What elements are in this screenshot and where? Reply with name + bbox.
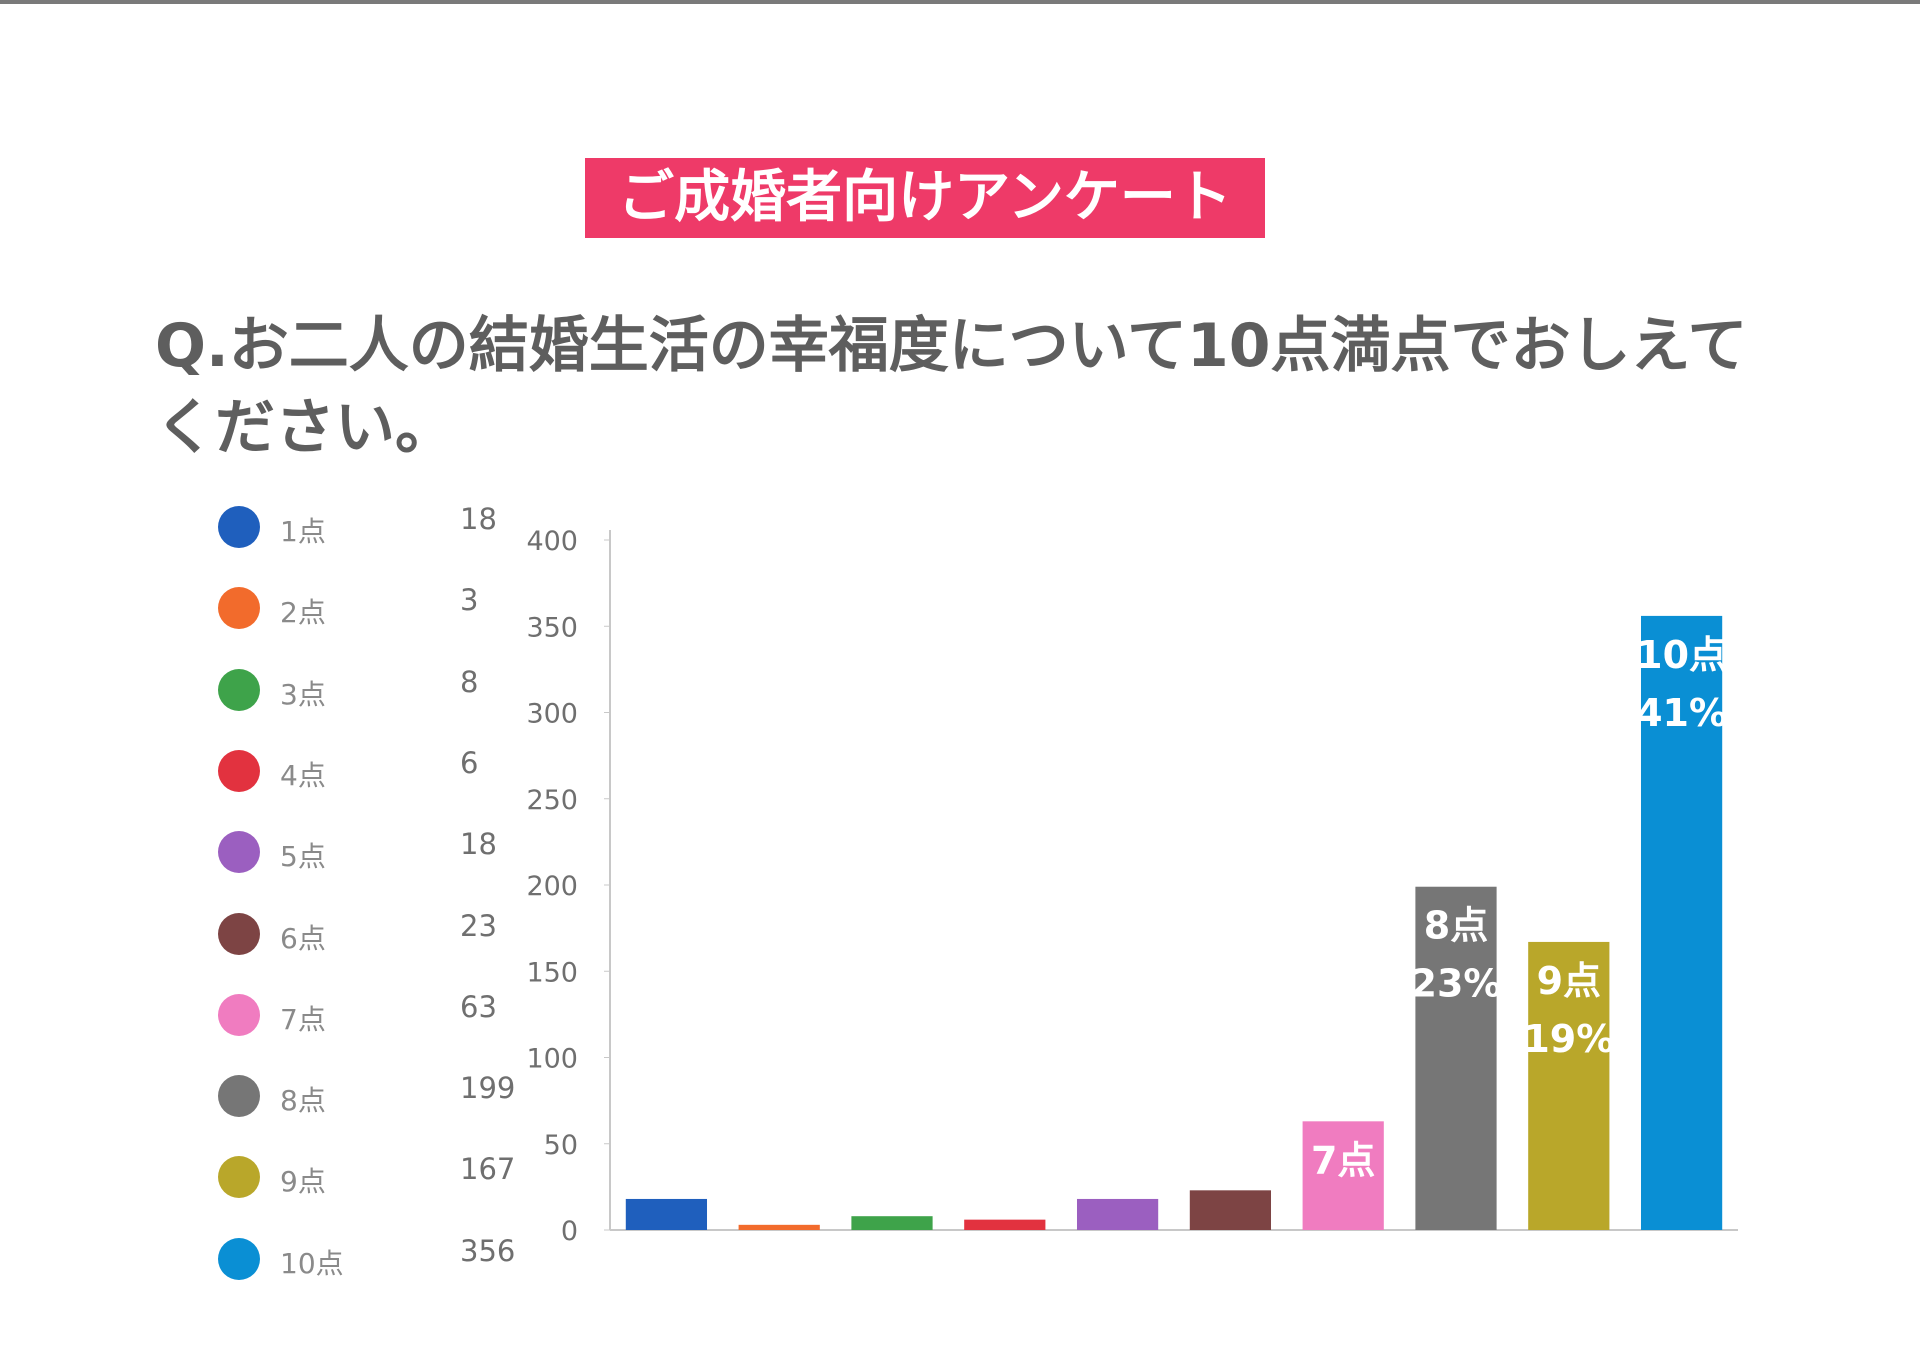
bar xyxy=(1415,886,1497,1230)
y-tick-label: 0 xyxy=(561,1216,578,1247)
legend-label: 3点 xyxy=(280,677,326,711)
legend-color-dot-icon xyxy=(218,587,260,630)
bar-data-label: 9点 xyxy=(1537,959,1601,1003)
legend-color-dot-icon xyxy=(218,1156,260,1199)
bar xyxy=(964,1219,1046,1230)
legend: 1点 18 2点 3 3点 8 4点 6 5点 18 6点 23 7点 63 8点 199 9点 167 10点 35… xyxy=(0,0,560,1358)
y-tick-label: 50 xyxy=(544,1130,578,1161)
legend-count: 8 xyxy=(460,664,479,699)
legend-label: 5点 xyxy=(280,840,326,874)
legend-label: 4点 xyxy=(280,758,326,792)
legend-count: 18 xyxy=(460,827,497,862)
bar xyxy=(1189,1190,1272,1230)
y-tick-label: 300 xyxy=(526,699,578,730)
legend-item: 8点 199 xyxy=(218,1071,558,1121)
bar xyxy=(1528,941,1610,1230)
legend-item: 1点 18 xyxy=(218,502,558,552)
survey-banner: ご成婚者向けアンケート xyxy=(585,158,1265,238)
bar-data-label: 10点 xyxy=(1636,633,1727,677)
legend-color-dot-icon xyxy=(218,749,260,792)
legend-color-dot-icon xyxy=(218,993,260,1036)
bar xyxy=(625,1198,708,1230)
y-tick-label: 250 xyxy=(526,785,578,816)
legend-count: 18 xyxy=(460,502,497,536)
bar-data-label: 41% xyxy=(1636,691,1727,735)
legend-label: 2点 xyxy=(280,596,326,630)
legend-count: 6 xyxy=(460,745,479,780)
legend-count: 356 xyxy=(460,1233,516,1268)
bar xyxy=(738,1224,820,1230)
legend-item: 10点 356 xyxy=(218,1234,558,1284)
bar-data-label: 8点 xyxy=(1424,904,1488,948)
question-text: Q.お二人の結婚生活の幸福度について10点満点でおしえてください。 xyxy=(155,311,1748,463)
legend-count: 167 xyxy=(460,1152,516,1187)
bar-data-label: 23% xyxy=(1411,962,1502,1006)
legend-item: 5点 18 xyxy=(218,827,558,877)
bar-data-label: 7点 xyxy=(1311,1138,1375,1182)
bar xyxy=(1302,1121,1384,1230)
legend-count: 63 xyxy=(460,989,497,1024)
legend-label: 9点 xyxy=(280,1165,326,1199)
legend-label: 7点 xyxy=(280,1002,326,1036)
y-tick-label: 100 xyxy=(526,1044,578,1075)
legend-color-dot-icon xyxy=(218,912,260,955)
bar-data-label: 19% xyxy=(1523,1017,1614,1061)
bar xyxy=(1076,1198,1159,1230)
y-tick-label: 200 xyxy=(526,871,578,902)
legend-label: 6点 xyxy=(280,921,326,955)
bar xyxy=(1640,615,1723,1230)
legend-label: 8点 xyxy=(280,1084,326,1118)
legend-count: 199 xyxy=(460,1071,516,1106)
legend-item: 3点 8 xyxy=(218,665,558,715)
legend-item: 2点 3 xyxy=(218,583,558,633)
legend-item: 6点 23 xyxy=(218,909,558,959)
legend-color-dot-icon xyxy=(218,668,260,711)
legend-item: 4点 6 xyxy=(218,746,558,796)
legend-item: 9点 167 xyxy=(218,1152,558,1202)
legend-count: 3 xyxy=(460,583,479,618)
bar xyxy=(851,1216,933,1230)
legend-color-dot-icon xyxy=(218,1075,260,1118)
legend-item: 7点 63 xyxy=(218,990,558,1040)
y-tick-label: 400 xyxy=(526,526,578,557)
y-tick-label: 350 xyxy=(526,612,578,643)
legend-label: 1点 xyxy=(280,515,326,548)
legend-color-dot-icon xyxy=(218,506,260,548)
legend-count: 23 xyxy=(460,908,497,943)
top-rule xyxy=(0,0,1920,4)
y-tick-label: 150 xyxy=(526,957,578,988)
legend-label: 10点 xyxy=(280,1246,344,1280)
legend-color-dot-icon xyxy=(218,831,260,874)
legend-color-dot-icon xyxy=(218,1237,260,1280)
